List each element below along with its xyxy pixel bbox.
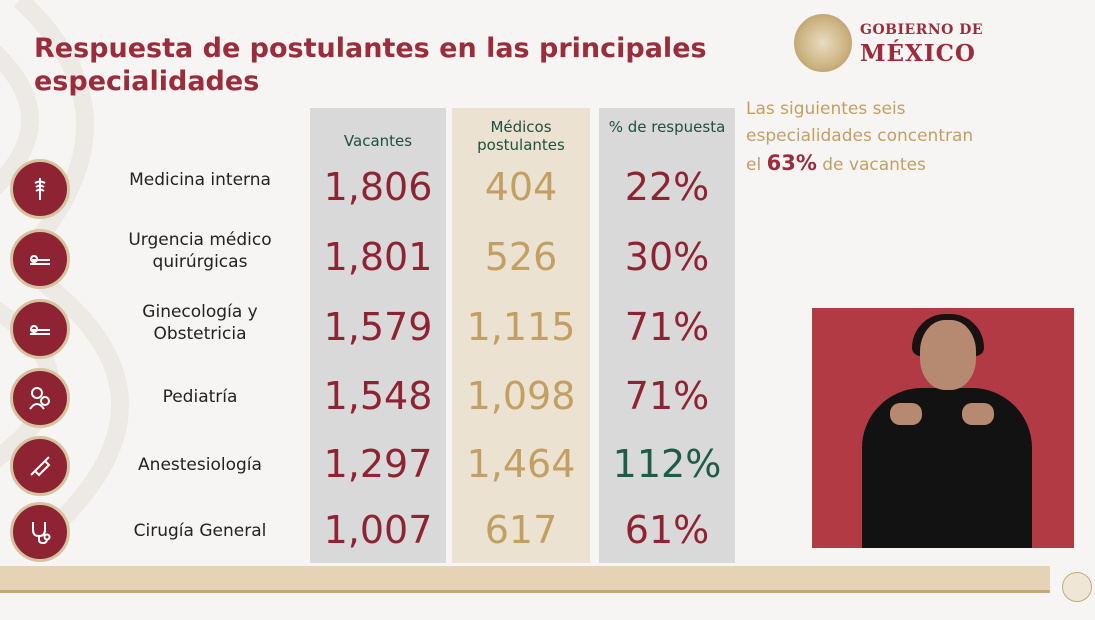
header-vacantes: Vacantes <box>343 132 413 150</box>
specialty-name: Pediatría <box>162 387 238 407</box>
vacantes-value: 1,297 <box>323 442 433 486</box>
vacantes-value: 1,806 <box>323 165 433 209</box>
vacantes-value: 1,801 <box>323 235 433 279</box>
patient-bed-icon <box>10 299 70 359</box>
caduceus-icon <box>10 159 70 219</box>
vacantes-value: 1,579 <box>323 305 433 349</box>
medicos-column-bg <box>452 108 590 563</box>
table-row: Ginecología y Obstetricia 1,579 1,115 71… <box>0 295 740 363</box>
specialty-name: Ginecología y Obstetricia <box>142 302 258 344</box>
medicos-value: 404 <box>484 165 558 209</box>
respuesta-value: 71% <box>624 374 710 418</box>
note-suffix: de vacantes <box>822 155 926 175</box>
medicos-value: 1,464 <box>466 442 576 486</box>
note-highlight: 63% <box>766 151 817 175</box>
note-line1: Las siguientes seis <box>746 99 906 119</box>
specialty-name: Urgencia médico quirúrgicas <box>128 230 272 272</box>
footer-line <box>0 590 1050 593</box>
respuesta-value: 30% <box>624 235 710 279</box>
interpreter-hand-left <box>890 403 922 425</box>
table-row: Cirugía General 1,007 617 61% <box>0 498 740 566</box>
logo-line2: MÉXICO <box>860 40 976 67</box>
respuesta-value: 112% <box>612 442 722 486</box>
interpreter-body <box>862 388 1032 548</box>
respuesta-value: 61% <box>624 508 710 552</box>
interpreter-hand-right <box>962 403 994 425</box>
note-line2: especialidades concentran <box>746 126 974 146</box>
interpreter-face <box>920 320 976 390</box>
patient-bed-icon <box>10 229 70 289</box>
eagle-seal-icon <box>794 14 852 72</box>
header-respuesta: % de respuesta <box>608 118 726 136</box>
note-prefix: el <box>746 155 762 175</box>
specialty-name: Anestesiología <box>138 455 262 475</box>
summary-note: Las siguientes seis especialidades conce… <box>746 96 1046 179</box>
table-row: Pediatría 1,548 1,098 71% <box>0 364 740 432</box>
vacantes-value: 1,548 <box>323 374 433 418</box>
table-row: Medicina interna 1,806 404 22% <box>0 155 740 223</box>
medicos-value: 617 <box>484 508 558 552</box>
table-row: Urgencia médico quirúrgicas 1,801 526 30… <box>0 225 740 293</box>
footer-bar <box>0 566 1050 590</box>
specialty-name: Cirugía General <box>133 521 267 541</box>
sign-language-interpreter-video <box>812 308 1074 548</box>
vacantes-column-bg <box>310 108 446 563</box>
stethoscope-icon <box>10 502 70 562</box>
medicos-value: 526 <box>484 235 558 279</box>
medicos-value: 1,098 <box>466 374 576 418</box>
medicos-value: 1,115 <box>466 305 576 349</box>
header-medicos: Médicos postulantes <box>477 118 565 154</box>
logo-line1: GOBIERNO DE <box>860 22 984 38</box>
respuesta-column-bg <box>599 108 735 563</box>
syringe-icon <box>10 436 70 496</box>
mother-child-icon <box>10 368 70 428</box>
vacantes-value: 1,007 <box>323 508 433 552</box>
table-row: Anestesiología 1,297 1,464 112% <box>0 432 740 500</box>
channel-logo-icon <box>1062 572 1092 602</box>
gobierno-de-mexico-logo: GOBIERNO DE MÉXICO <box>794 14 994 74</box>
specialty-name: Medicina interna <box>129 170 271 190</box>
respuesta-value: 22% <box>624 165 710 209</box>
note-line3: el 63% de vacantes <box>746 150 1046 179</box>
page-title: Respuesta de postulantes en las principa… <box>34 33 707 97</box>
respuesta-value: 71% <box>624 305 710 349</box>
